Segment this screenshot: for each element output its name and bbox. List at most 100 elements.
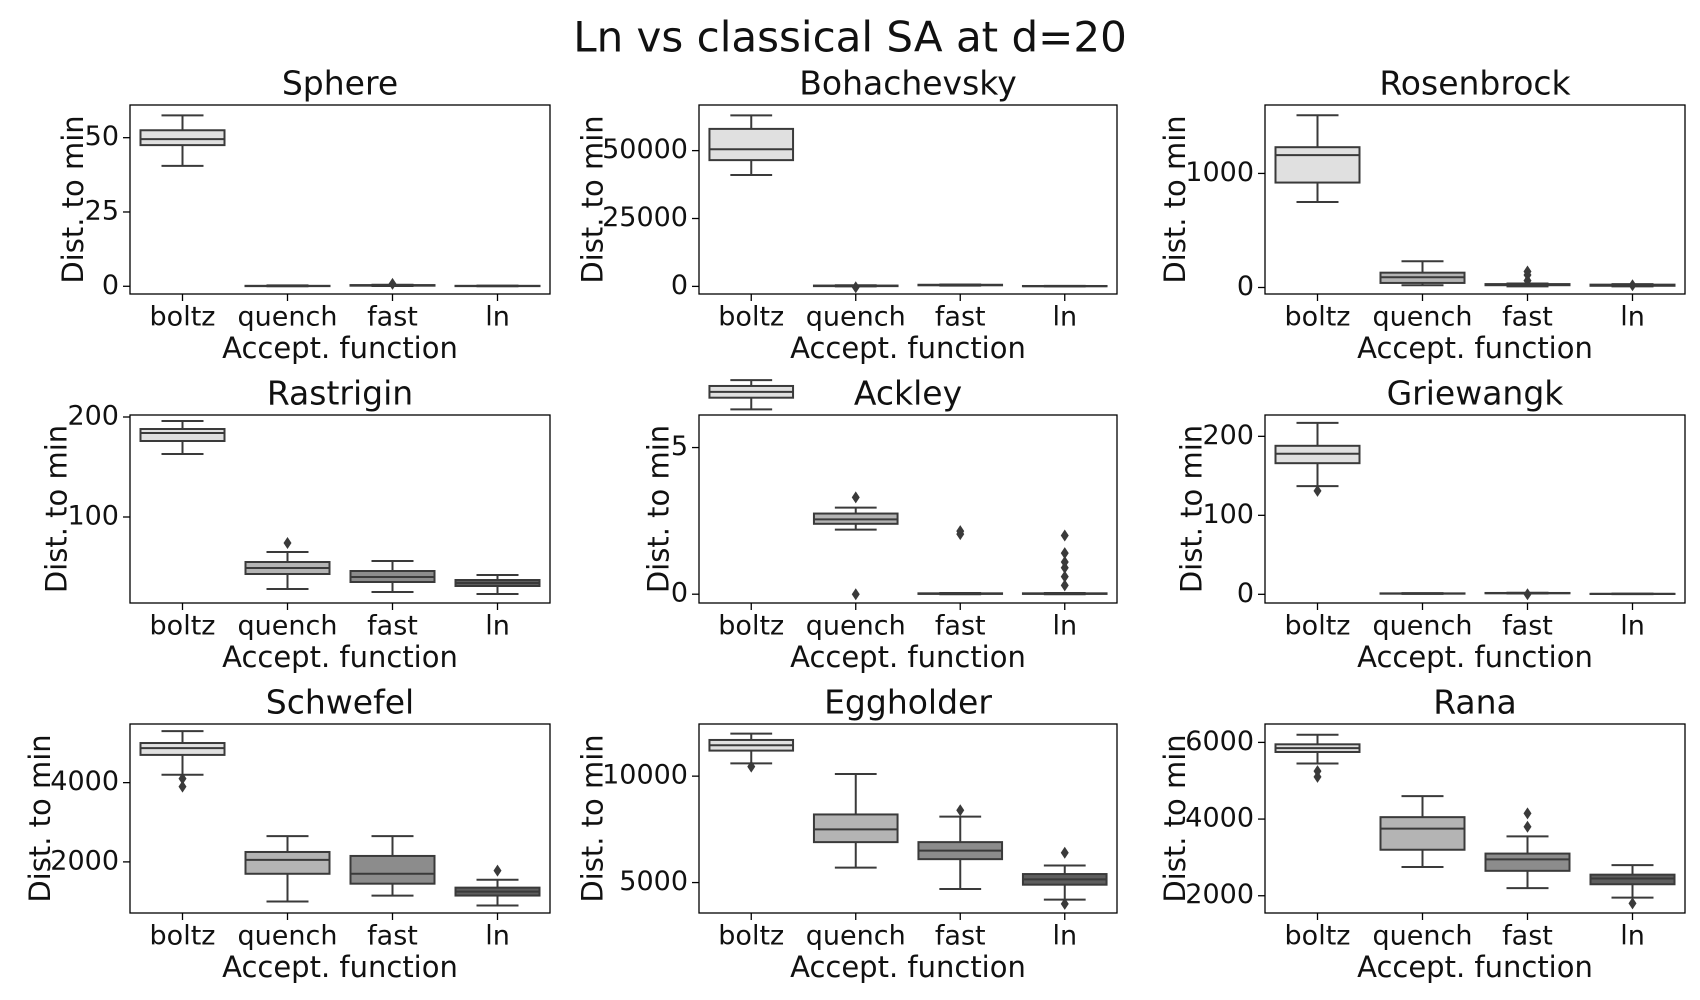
outlier <box>1060 846 1069 859</box>
x-tick-label: fast <box>1502 302 1553 333</box>
box <box>1484 852 1571 872</box>
box <box>139 428 226 442</box>
outlier <box>851 588 860 601</box>
outlier <box>956 525 965 538</box>
x-tick-label: ln <box>1620 921 1645 952</box>
y-tick-label: 25000 <box>602 202 688 233</box>
y-tick-label: 0 <box>102 270 119 301</box>
x-tick-label: ln <box>1052 921 1077 952</box>
x-tick-label: fast <box>367 921 418 952</box>
outlier <box>388 277 397 290</box>
x-tick-label: boltz <box>718 302 784 333</box>
plot-frame <box>698 414 1118 604</box>
outlier <box>1313 770 1322 783</box>
y-tick-label: 200 <box>67 401 119 432</box>
x-tick-label: fast <box>935 302 986 333</box>
plot-frame <box>1264 414 1686 604</box>
y-tick-label: 5 <box>671 431 688 462</box>
y-tick-label: 25 <box>85 195 119 226</box>
x-tick-label: boltz <box>718 611 784 642</box>
y-tick-label: 2000 <box>1185 879 1254 910</box>
outlier <box>283 537 292 549</box>
box <box>244 850 331 875</box>
plot-frame <box>129 414 551 604</box>
y-axis-label: Dist. to min <box>1158 734 1192 902</box>
outlier <box>1628 897 1637 910</box>
outlier <box>1060 529 1069 542</box>
x-tick-label: ln <box>1620 611 1645 642</box>
subplot-title: Ackley <box>854 374 962 413</box>
y-tick-label: 50 <box>85 121 119 152</box>
x-axis-label: Accept. function <box>790 331 1026 365</box>
plot-frame <box>698 723 1118 914</box>
x-tick-label: quench <box>806 302 906 333</box>
x-tick-label: boltz <box>150 302 216 333</box>
x-axis-label: Accept. function <box>790 640 1026 674</box>
x-tick-label: ln <box>1052 302 1077 333</box>
x-axis-label: Accept. function <box>1357 640 1593 674</box>
box <box>1274 146 1361 184</box>
x-tick-label: boltz <box>718 921 784 952</box>
x-tick-label: quench <box>806 921 906 952</box>
subplot-title: Sphere <box>282 64 398 103</box>
y-axis-label: Dist. to min <box>576 115 610 283</box>
subplot-title: Griewangk <box>1387 374 1565 413</box>
outlier <box>747 760 756 773</box>
y-axis-label: Dist. to min <box>642 425 676 593</box>
outlier <box>1523 265 1532 278</box>
plot-frame <box>1264 104 1686 295</box>
outlier <box>1060 555 1069 568</box>
y-axis-label: Dist. to min <box>1175 425 1209 593</box>
subplot-title: Rastrigin <box>267 374 413 413</box>
plot-frame <box>698 104 1118 295</box>
outlier <box>956 804 965 817</box>
outlier <box>851 281 860 294</box>
box <box>139 129 226 147</box>
x-axis-label: Accept. function <box>790 950 1026 984</box>
y-tick-label: 0 <box>671 270 688 301</box>
y-tick-label: 200 <box>1202 420 1254 451</box>
x-tick-label: quench <box>238 302 338 333</box>
x-tick-label: boltz <box>1285 611 1351 642</box>
y-axis-label: Dist. to min <box>23 734 57 902</box>
outlier <box>1523 807 1532 820</box>
x-axis-label: Accept. function <box>1357 950 1593 984</box>
y-axis-label: Dist. to min <box>1158 115 1192 283</box>
x-tick-label: quench <box>806 611 906 642</box>
y-tick-label: 0 <box>1237 578 1254 609</box>
x-tick-label: fast <box>935 611 986 642</box>
subplot-title: Rana <box>1433 683 1517 722</box>
y-tick-label: 2000 <box>50 845 119 876</box>
x-tick-label: boltz <box>1285 302 1351 333</box>
outlier <box>1523 820 1532 833</box>
y-tick-label: 0 <box>671 578 688 609</box>
x-tick-label: quench <box>1373 611 1473 642</box>
y-tick-label: 4000 <box>50 766 119 797</box>
x-tick-label: ln <box>1052 611 1077 642</box>
y-axis-label: Dist. to min <box>40 425 74 593</box>
outlier <box>1060 897 1069 910</box>
figure-title: Ln vs classical SA at d=20 <box>573 13 1127 62</box>
y-tick-label: 6000 <box>1185 726 1254 757</box>
plot-frame <box>1264 723 1686 914</box>
x-tick-label: boltz <box>1285 921 1351 952</box>
subplot-title: Eggholder <box>824 683 992 722</box>
outlier <box>1060 579 1069 592</box>
y-tick-label: 100 <box>67 501 119 532</box>
box <box>812 813 899 844</box>
x-tick-label: quench <box>1373 921 1473 952</box>
y-tick-label: 5000 <box>619 866 688 897</box>
x-tick-label: fast <box>935 921 986 952</box>
box <box>349 854 436 885</box>
x-tick-label: ln <box>485 611 510 642</box>
outlier <box>1313 484 1322 497</box>
x-axis-label: Accept. function <box>222 640 458 674</box>
subplot-title: Schwefel <box>266 683 414 722</box>
x-tick-label: boltz <box>150 611 216 642</box>
outlier <box>851 491 860 504</box>
x-tick-label: ln <box>1620 302 1645 333</box>
x-axis-label: Accept. function <box>1357 331 1593 365</box>
box <box>708 127 795 162</box>
x-tick-label: quench <box>238 921 338 952</box>
